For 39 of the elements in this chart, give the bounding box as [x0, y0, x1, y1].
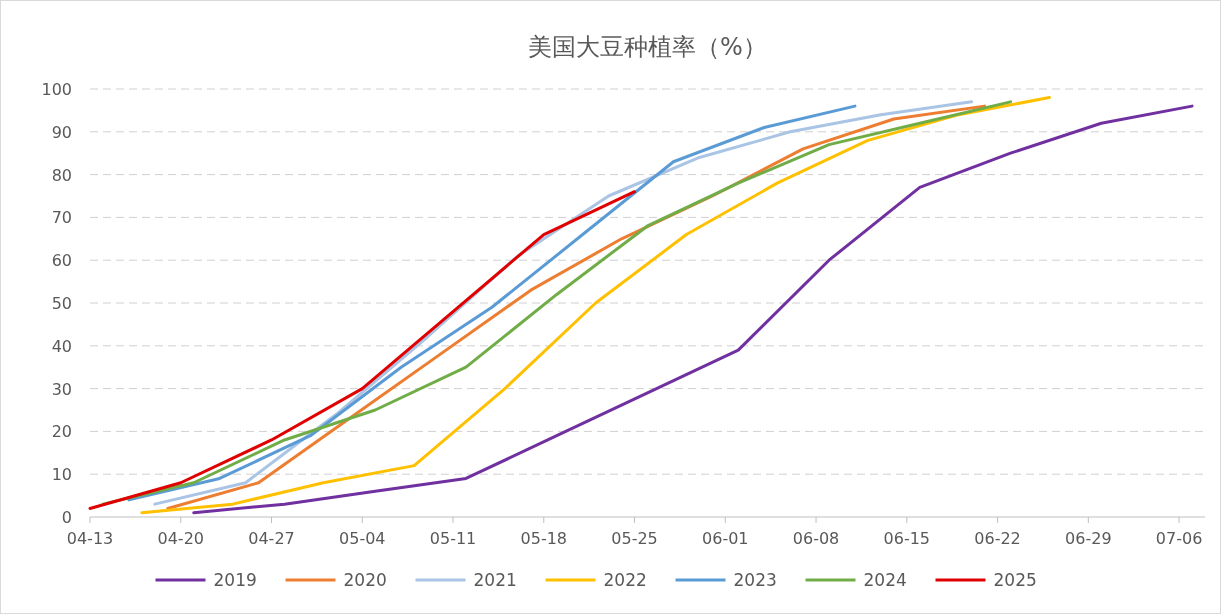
y-tick-label: 100 [41, 80, 72, 99]
x-tick-label: 07-06 [1155, 529, 1203, 548]
x-tick-label: 04-20 [157, 529, 205, 548]
legend-item: 2025 [935, 570, 1037, 590]
legend-label: 2025 [993, 570, 1037, 590]
chart-title: 美国大豆种植率（%） [528, 33, 767, 61]
y-tick-label: 10 [51, 465, 72, 485]
legend-item: 2022 [545, 570, 647, 590]
legend-label: 2021 [473, 570, 517, 590]
legend-item: 2019 [155, 570, 257, 590]
x-tick-label: 04-27 [248, 529, 295, 548]
y-tick-label: 60 [51, 251, 72, 271]
x-tick-label: 06-29 [1065, 529, 1112, 548]
legend-label: 2023 [733, 570, 777, 590]
legend-label: 2019 [213, 570, 257, 590]
y-tick-label: 0 [61, 508, 72, 527]
y-tick-label: 90 [51, 122, 72, 142]
legend-item: 2024 [805, 570, 907, 590]
y-tick-label: 20 [51, 422, 72, 442]
x-tick-label: 05-04 [339, 529, 386, 548]
x-tick-label: 04-13 [66, 529, 114, 548]
y-tick-label: 40 [51, 336, 72, 356]
legend-item: 2023 [675, 570, 777, 590]
x-tick-label: 06-22 [974, 529, 1021, 548]
legend-label: 2020 [343, 570, 387, 590]
legend-label: 2022 [603, 570, 647, 590]
x-tick-label: 06-15 [883, 529, 931, 548]
x-tick-label: 05-11 [429, 529, 477, 548]
x-tick-label: 05-18 [520, 529, 568, 548]
y-tick-label: 30 [51, 379, 72, 399]
legend-item: 2020 [285, 570, 387, 590]
y-tick-label: 50 [51, 294, 72, 313]
legend-label: 2024 [863, 570, 907, 590]
x-tick-label: 05-25 [611, 529, 658, 548]
x-tick-label: 06-01 [702, 529, 749, 548]
y-tick-label: 80 [51, 165, 72, 185]
x-tick-label: 06-08 [792, 529, 840, 548]
y-tick-label: 70 [51, 208, 72, 228]
legend-item: 2021 [415, 570, 517, 590]
